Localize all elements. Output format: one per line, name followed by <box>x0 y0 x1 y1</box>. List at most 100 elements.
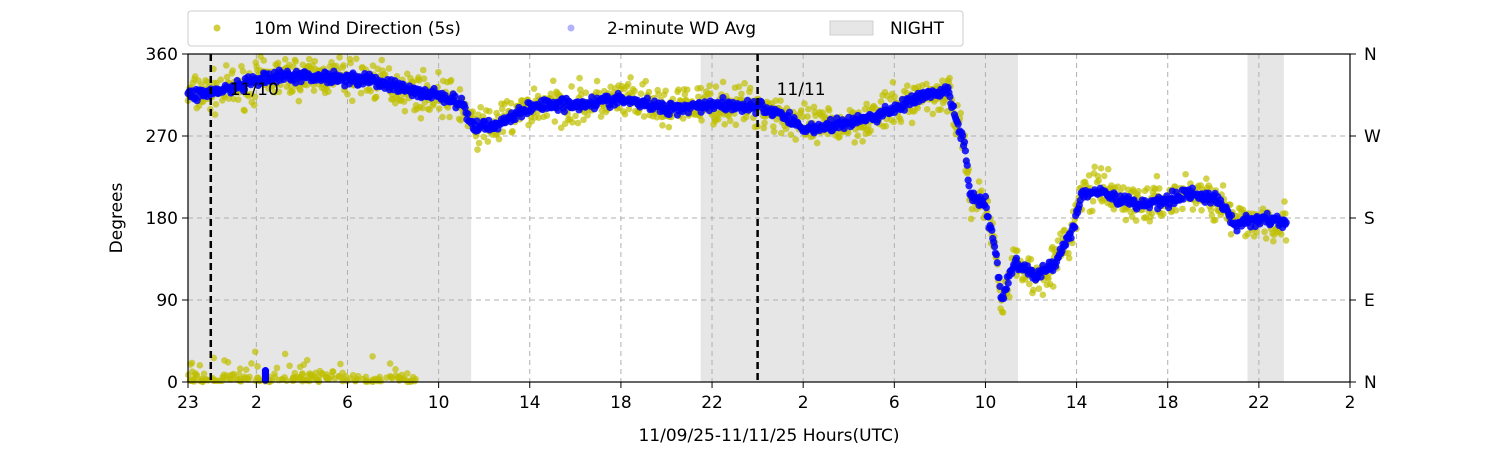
wind-direction-point <box>352 377 359 385</box>
wd-avg-point <box>982 204 990 212</box>
wind-direction-point <box>251 93 259 101</box>
wind-direction-point <box>372 93 380 101</box>
wind-direction-point <box>495 135 503 143</box>
wind-direction-point <box>772 97 780 104</box>
wind-direction-point <box>738 90 745 98</box>
wind-direction-point <box>770 128 778 136</box>
wd-avg-point <box>464 110 472 118</box>
wd-avg-point <box>399 80 407 88</box>
wd-avg-point <box>511 115 519 124</box>
legend-marker-night <box>829 20 874 36</box>
wind-direction-point <box>975 178 983 185</box>
wind-direction-point <box>665 123 673 131</box>
x-tick-label: 2 <box>251 393 262 413</box>
wind-direction-point <box>867 127 874 134</box>
wd-avg-point <box>981 192 990 201</box>
wind-direction-point <box>417 114 425 122</box>
wind-direction-point <box>238 62 245 70</box>
wind-direction-point <box>222 62 230 69</box>
wind-direction-point <box>1049 283 1057 290</box>
wd-avg-point <box>1002 285 1011 293</box>
wind-direction-point <box>223 73 231 81</box>
wind-direction-point <box>805 105 812 113</box>
wind-direction-point <box>1259 205 1267 213</box>
wind-direction-point <box>543 112 551 119</box>
wind-direction-point <box>274 59 282 67</box>
wind-direction-point <box>507 99 515 107</box>
wind-direction-point <box>792 136 799 143</box>
wind-direction-point <box>882 122 890 130</box>
wind-direction-point <box>1159 210 1167 218</box>
wind-direction-point <box>939 77 946 85</box>
x-tick-label: 18 <box>610 393 632 413</box>
wind-direction-point <box>1097 164 1105 172</box>
wind-direction-point <box>1132 217 1140 224</box>
wind-direction-point <box>697 84 705 92</box>
wind-direction-point <box>1211 216 1219 224</box>
wind-direction-point <box>908 119 916 127</box>
wind-direction-point <box>1089 207 1096 215</box>
wind-direction-point <box>369 62 377 69</box>
wind-direction-point <box>732 121 740 129</box>
wind-direction-point <box>877 98 885 105</box>
wind-direction-point <box>325 88 332 95</box>
wind-direction-point <box>337 360 344 368</box>
wind-direction-point <box>627 74 634 81</box>
wind-direction-point <box>937 106 945 113</box>
wind-direction-point <box>310 87 318 94</box>
wind-direction-point <box>192 371 200 379</box>
date-marker-label: 11/10 <box>230 80 279 100</box>
wind-direction-point <box>549 77 557 85</box>
wind-direction-point <box>352 55 360 63</box>
wd-avg-point <box>1000 294 1008 303</box>
wd-avg-point <box>988 226 996 234</box>
x-tick-label: 2 <box>798 393 809 413</box>
wind-direction-point <box>1253 228 1260 236</box>
wd-avg-point <box>1067 234 1075 242</box>
wind-direction-point <box>1153 172 1161 180</box>
wind-direction-point <box>278 376 286 383</box>
wind-direction-point <box>199 98 207 105</box>
wind-direction-point <box>475 139 483 147</box>
legend-label-wind-direction: 10m Wind Direction (5s) <box>254 19 461 39</box>
wind-direction-point <box>224 358 232 366</box>
wind-direction-point <box>1208 212 1216 219</box>
wind-direction-point <box>1095 177 1102 184</box>
wind-direction-point <box>342 372 350 380</box>
wind-direction-point <box>584 111 591 119</box>
wind-direction-point <box>401 107 409 115</box>
wind-direction-point <box>778 129 785 137</box>
wind-direction-point <box>239 68 247 75</box>
wind-direction-point <box>273 364 281 372</box>
wind-direction-point <box>486 107 493 115</box>
wind-direction-point <box>715 115 722 123</box>
wind-direction-point <box>378 56 386 64</box>
wd-avg-point <box>990 242 999 251</box>
wind-direction-point <box>999 309 1007 316</box>
date-marker-label: 11/11 <box>777 80 826 100</box>
wind-direction-point <box>225 95 232 102</box>
wind-direction-point <box>825 107 833 114</box>
wind-direction-point <box>260 57 268 64</box>
wind-direction-point <box>1065 249 1072 257</box>
legend-box <box>187 10 964 47</box>
wd-avg-point <box>1282 218 1290 227</box>
wind-direction-point <box>551 118 559 125</box>
wind-direction-point <box>344 91 351 98</box>
wind-direction-point <box>760 124 768 132</box>
wd-avg-point <box>457 94 466 102</box>
wind-direction-point <box>967 215 975 223</box>
wind-direction-point <box>719 78 727 86</box>
wind-direction-point <box>229 67 236 74</box>
wind-direction-point <box>435 105 443 112</box>
wind-direction-point <box>1278 231 1285 238</box>
wind-direction-point <box>1122 216 1130 224</box>
wind-direction-point <box>797 107 805 114</box>
wind-direction-point <box>891 93 898 100</box>
wind-direction-point <box>746 84 754 92</box>
wind-direction-point <box>770 123 777 130</box>
wind-direction-point <box>456 86 464 93</box>
wind-direction-point <box>409 373 417 381</box>
wind-direction-point <box>1014 247 1021 255</box>
